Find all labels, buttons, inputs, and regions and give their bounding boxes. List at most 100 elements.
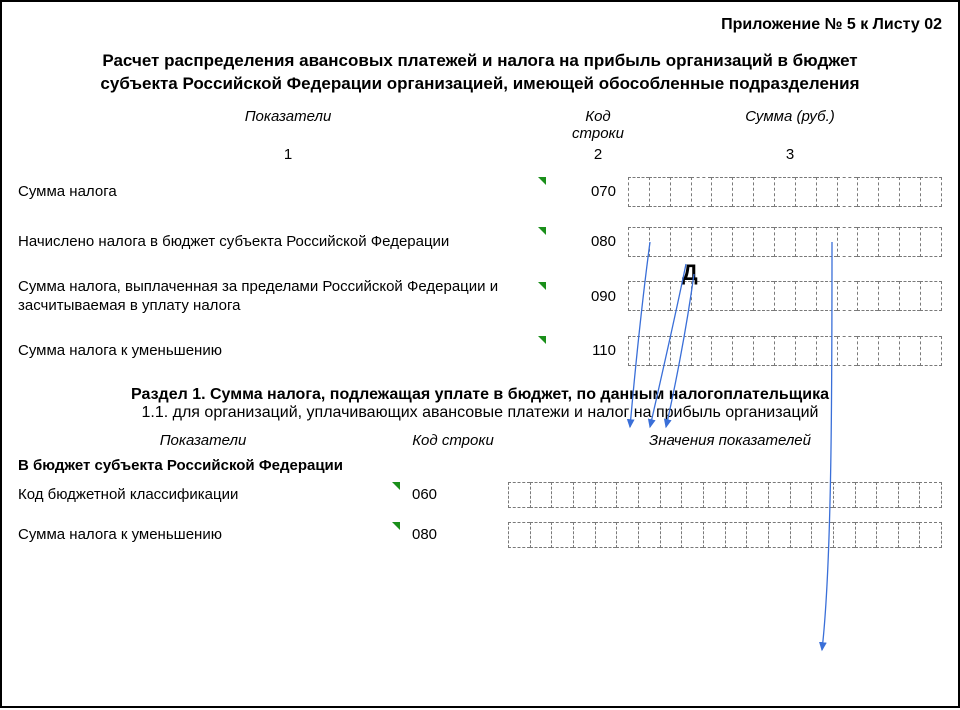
value-cell[interactable]: [711, 336, 732, 366]
value-cell[interactable]: [837, 281, 858, 311]
value-cell[interactable]: [660, 522, 682, 548]
value-cell[interactable]: [530, 522, 552, 548]
value-cell[interactable]: [703, 482, 725, 508]
value-cell[interactable]: [857, 336, 878, 366]
value-cell[interactable]: [691, 177, 712, 207]
value-cell[interactable]: [899, 336, 920, 366]
value-cell[interactable]: [878, 227, 899, 257]
value-cell[interactable]: [857, 227, 878, 257]
value-cell[interactable]: [768, 482, 790, 508]
value-cell[interactable]: [711, 227, 732, 257]
value-cell[interactable]: [753, 281, 774, 311]
value-cell[interactable]: [857, 177, 878, 207]
value-cell[interactable]: [628, 336, 649, 366]
value-cell[interactable]: [746, 482, 768, 508]
value-cell[interactable]: [919, 482, 942, 508]
value-cell[interactable]: [725, 522, 747, 548]
value-cell[interactable]: [616, 482, 638, 508]
value-cell[interactable]: [649, 336, 670, 366]
value-cell[interactable]: [732, 227, 753, 257]
value-cell[interactable]: [753, 336, 774, 366]
smart-tag-icon[interactable]: [392, 482, 400, 490]
value-cell[interactable]: [551, 482, 573, 508]
value-cell[interactable]: [681, 482, 703, 508]
value-cell[interactable]: [508, 522, 530, 548]
value-cell[interactable]: [816, 336, 837, 366]
value-cell[interactable]: [899, 177, 920, 207]
value-cells[interactable]: [508, 482, 942, 508]
value-cell[interactable]: [855, 522, 877, 548]
value-cell[interactable]: [670, 177, 691, 207]
smart-tag-icon[interactable]: [538, 336, 546, 344]
value-cell[interactable]: [638, 522, 660, 548]
value-cell[interactable]: [670, 227, 691, 257]
value-cell[interactable]: [732, 336, 753, 366]
value-cell[interactable]: [628, 227, 649, 257]
value-cell[interactable]: [795, 177, 816, 207]
value-cell[interactable]: [711, 281, 732, 311]
value-cell[interactable]: [691, 336, 712, 366]
value-cell[interactable]: [508, 482, 530, 508]
value-cells[interactable]: [628, 177, 942, 207]
value-cell[interactable]: [774, 177, 795, 207]
value-cell[interactable]: [774, 336, 795, 366]
value-cell[interactable]: [691, 227, 712, 257]
value-cell[interactable]: [795, 281, 816, 311]
value-cell[interactable]: [746, 522, 768, 548]
value-cell[interactable]: [660, 482, 682, 508]
value-cell[interactable]: [837, 336, 858, 366]
value-cell[interactable]: [628, 281, 649, 311]
value-cell[interactable]: [795, 336, 816, 366]
value-cell[interactable]: [649, 177, 670, 207]
value-cell[interactable]: [898, 522, 920, 548]
value-cell[interactable]: [898, 482, 920, 508]
value-cell[interactable]: [878, 177, 899, 207]
value-cell[interactable]: [899, 227, 920, 257]
value-cell[interactable]: [795, 227, 816, 257]
value-cell[interactable]: [725, 482, 747, 508]
value-cell[interactable]: [628, 177, 649, 207]
value-cell[interactable]: [732, 177, 753, 207]
value-cell[interactable]: [876, 522, 898, 548]
value-cell[interactable]: [837, 177, 858, 207]
value-cell[interactable]: [811, 522, 833, 548]
value-cell[interactable]: [816, 177, 837, 207]
value-cell[interactable]: [816, 227, 837, 257]
value-cell[interactable]: [811, 482, 833, 508]
value-cell[interactable]: [530, 482, 552, 508]
value-cell[interactable]: [616, 522, 638, 548]
smart-tag-icon[interactable]: [538, 177, 546, 185]
value-cell[interactable]: [573, 482, 595, 508]
value-cell[interactable]: [681, 522, 703, 548]
value-cell[interactable]: [551, 522, 573, 548]
value-cell[interactable]: [919, 522, 942, 548]
smart-tag-icon[interactable]: [538, 227, 546, 235]
value-cell[interactable]: [670, 336, 691, 366]
value-cell[interactable]: [920, 281, 942, 311]
smart-tag-icon[interactable]: [538, 282, 546, 290]
value-cell[interactable]: [837, 227, 858, 257]
value-cell[interactable]: [833, 482, 855, 508]
value-cell[interactable]: [573, 522, 595, 548]
value-cells[interactable]: [628, 227, 942, 257]
smart-tag-icon[interactable]: [392, 522, 400, 530]
value-cell[interactable]: [878, 336, 899, 366]
value-cell[interactable]: [711, 177, 732, 207]
value-cell[interactable]: [855, 482, 877, 508]
value-cell[interactable]: [876, 482, 898, 508]
value-cell[interactable]: [703, 522, 725, 548]
value-cell[interactable]: [638, 482, 660, 508]
value-cell[interactable]: [732, 281, 753, 311]
value-cell[interactable]: [774, 281, 795, 311]
value-cell[interactable]: [595, 522, 617, 548]
value-cells[interactable]: [628, 281, 942, 311]
value-cells[interactable]: [628, 336, 942, 366]
value-cell[interactable]: [920, 177, 942, 207]
value-cell[interactable]: [878, 281, 899, 311]
value-cell[interactable]: [753, 227, 774, 257]
value-cell[interactable]: [774, 227, 795, 257]
value-cell[interactable]: [899, 281, 920, 311]
value-cell[interactable]: [816, 281, 837, 311]
value-cell[interactable]: [649, 281, 670, 311]
value-cell[interactable]: [857, 281, 878, 311]
